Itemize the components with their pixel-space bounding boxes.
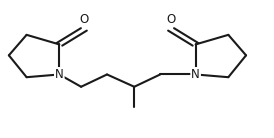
Text: O: O <box>79 13 89 26</box>
Text: O: O <box>166 13 176 26</box>
Text: N: N <box>55 68 64 81</box>
Text: N: N <box>191 68 200 81</box>
